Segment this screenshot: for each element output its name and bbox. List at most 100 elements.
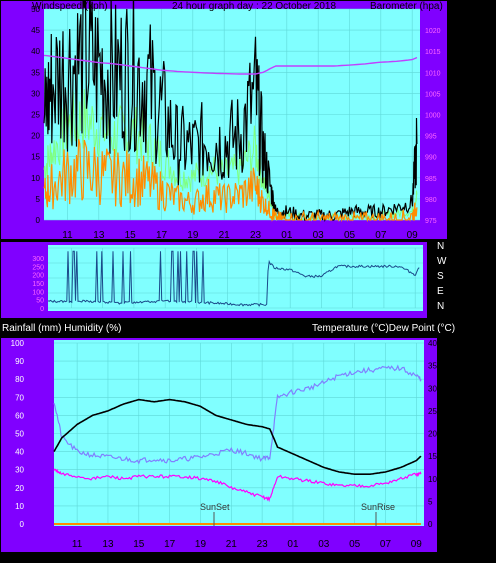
humidity-tick: 30 — [15, 466, 24, 475]
windspeed-tick: 40 — [31, 47, 40, 56]
windspeed-tick: 0 — [36, 216, 41, 225]
chart-title: 24 hour graph day : 22 October 2018 — [172, 1, 336, 12]
temperature-tick: 0 — [428, 520, 433, 529]
compass-n: N — [437, 241, 444, 252]
temperature-tick: 5 — [428, 497, 433, 506]
temperature-tick: 30 — [428, 384, 437, 393]
humidity-tick: 50 — [15, 430, 24, 439]
direction-tick: 300 — [32, 256, 44, 263]
temperature-tick: 15 — [428, 452, 437, 461]
series-barometer — [43, 54, 418, 75]
barometer-tick: 995 — [425, 134, 437, 141]
time-tick: 23 — [250, 230, 262, 241]
temperature-dewpoint-axis-label: Temperature (°C)Dew Point (°C) — [312, 323, 455, 334]
barometer-axis-label: Barometer (hpa) — [370, 1, 443, 12]
temperature-axis: 0 5 10 15 20 25 30 35 40 — [428, 339, 437, 529]
time-tick: 01 — [287, 539, 299, 550]
sunset-label: SunSet — [200, 502, 230, 512]
humidity-tick: 40 — [15, 448, 24, 457]
time-tick: 05 — [349, 539, 361, 550]
time-tick: 17 — [164, 539, 176, 550]
humidity-tick: 90 — [15, 357, 24, 366]
temperature-tick: 20 — [428, 430, 437, 439]
barometer-tick: 1000 — [425, 113, 441, 120]
time-tick: 11 — [72, 539, 83, 550]
time-tick: 09 — [411, 539, 423, 550]
humidity-axis: 0 10 20 30 40 50 60 70 80 90 100 — [11, 339, 25, 529]
windspeed-tick: 25 — [31, 111, 40, 120]
temperature-tick: 25 — [428, 407, 437, 416]
time-tick: 21 — [226, 539, 238, 550]
windspeed-tick: 45 — [31, 26, 40, 35]
humidity-tick: 20 — [15, 484, 24, 493]
humidity-tick: 70 — [15, 393, 24, 402]
time-tick: 15 — [133, 539, 145, 550]
time-tick: 05 — [344, 230, 356, 241]
bottom-series — [53, 364, 422, 525]
barometer-axis: 975 980 985 990 995 1000 1005 1010 1015 1020 — [425, 28, 441, 225]
humidity-tick: 80 — [15, 375, 24, 384]
humidity-tick: 100 — [11, 339, 25, 348]
windspeed-tick: 10 — [31, 174, 40, 183]
time-tick: 03 — [318, 539, 330, 550]
windspeed-axis-label: Windspeed (kph) — [32, 1, 108, 12]
time-tick: 01 — [281, 230, 293, 241]
time-tick: 09 — [407, 230, 419, 241]
bottom-time-axis: 11 13 15 17 19 21 23 01 03 05 07 09 — [72, 539, 422, 550]
series-temperature — [53, 398, 422, 475]
temperature-tick: 35 — [428, 362, 437, 371]
direction-tick: 100 — [32, 289, 44, 296]
series-dew_point — [53, 468, 422, 503]
compass-e: E — [437, 286, 444, 297]
time-tick: 19 — [187, 230, 199, 241]
series-gust — [43, 0, 418, 222]
time-tick: 13 — [102, 539, 114, 550]
compass-s: S — [437, 271, 444, 282]
barometer-tick: 990 — [425, 155, 437, 162]
time-tick: 23 — [257, 539, 269, 550]
temperature-tick: 40 — [428, 339, 437, 348]
top-series — [43, 0, 418, 223]
sunrise-label: SunRise — [361, 502, 395, 512]
barometer-tick: 1005 — [425, 91, 441, 98]
windspeed-tick: 5 — [36, 195, 41, 204]
series-humidity — [53, 364, 422, 465]
windspeed-tick: 35 — [31, 68, 40, 77]
barometer-tick: 985 — [425, 176, 437, 183]
rainfall-humidity-axis-label: Rainfall (mm) Humidity (%) — [2, 323, 121, 334]
time-tick: 07 — [375, 230, 387, 241]
windspeed-tick: 20 — [31, 132, 40, 141]
windspeed-tick: 50 — [31, 5, 40, 14]
direction-grid — [48, 247, 423, 309]
windspeed-axis: 0 5 10 15 20 25 30 35 40 45 50 — [31, 5, 40, 225]
direction-tick: 250 — [32, 264, 44, 271]
humidity-tick: 0 — [20, 520, 25, 529]
direction-tick: 50 — [36, 298, 44, 305]
direction-series — [47, 250, 420, 307]
barometer-tick: 980 — [425, 197, 437, 204]
time-tick: 11 — [62, 230, 73, 241]
time-tick: 13 — [93, 230, 105, 241]
windspeed-tick: 30 — [31, 89, 40, 98]
windspeed-tick: 15 — [31, 153, 40, 162]
time-tick: 17 — [156, 230, 168, 241]
time-tick: 07 — [380, 539, 392, 550]
time-tick: 21 — [219, 230, 231, 241]
series-windspeed_low — [43, 138, 418, 223]
time-tick: 03 — [313, 230, 325, 241]
top-time-axis: 11 13 15 17 19 21 23 01 03 05 07 09 — [62, 230, 418, 241]
barometer-tick: 1020 — [425, 28, 441, 35]
time-tick: 15 — [125, 230, 137, 241]
barometer-tick: 975 — [425, 218, 437, 225]
temperature-tick: 10 — [428, 475, 437, 484]
compass-w: W — [437, 256, 447, 267]
series-direction — [47, 250, 420, 307]
direction-tick: 0 — [40, 306, 44, 313]
barometer-tick: 1015 — [425, 49, 441, 56]
compass-n: N — [437, 301, 444, 312]
time-tick: 19 — [195, 539, 207, 550]
